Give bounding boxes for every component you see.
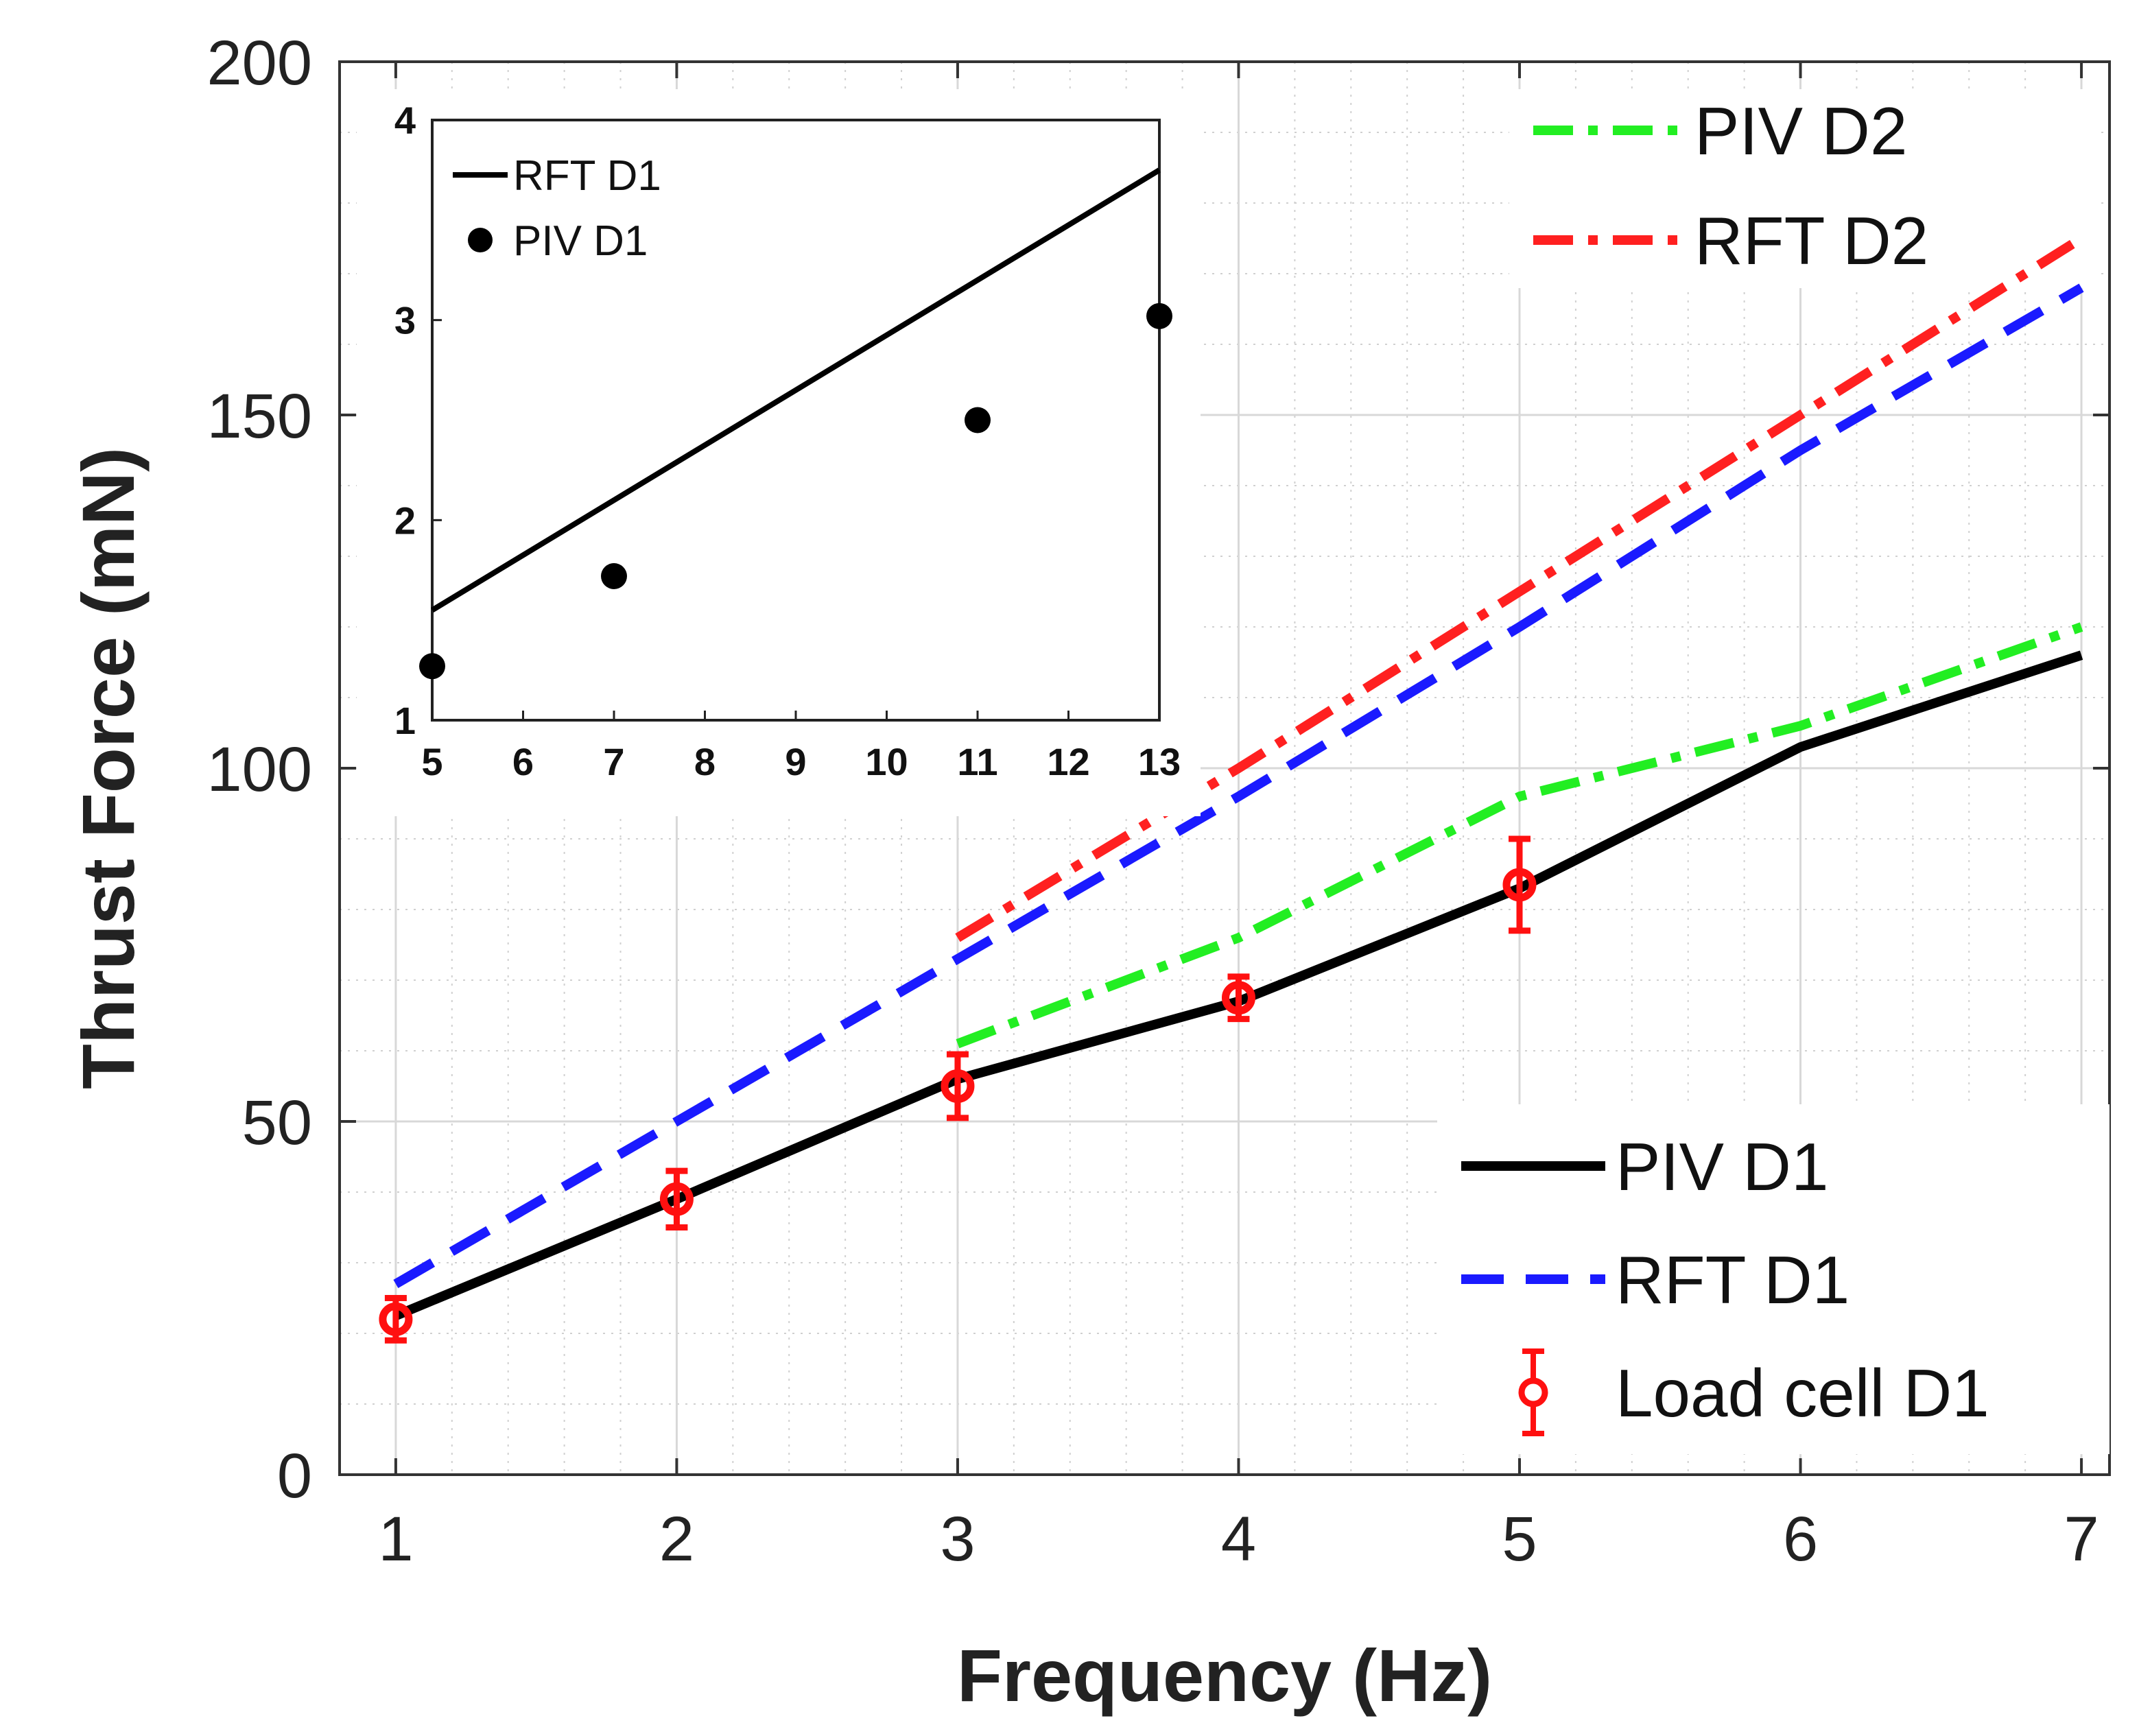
- inset-frame: [431, 119, 1161, 722]
- x-tick-label: 3: [940, 1504, 975, 1574]
- legend-label: PIV D1: [513, 217, 648, 265]
- load-cell-point: [379, 1302, 413, 1336]
- series-load-cell-d1: [379, 835, 1537, 1344]
- inset-data-point: [1146, 302, 1172, 329]
- legend-marker: [1518, 1377, 1548, 1407]
- series-line: [955, 234, 2084, 942]
- inset-data-point: [419, 653, 445, 680]
- inset-x-tick-label: 10: [865, 740, 908, 783]
- inset-x-tick-label: 7: [603, 740, 624, 783]
- legend-label: PIV D2: [1694, 93, 1907, 169]
- series-rft-d2: [955, 234, 2084, 942]
- legend-label: PIV D1: [1616, 1129, 1828, 1204]
- inset-x-tick-label: 8: [694, 740, 716, 783]
- y-tick-label: 100: [207, 735, 313, 805]
- x-axis-title: Frequency (Hz): [957, 1634, 1492, 1717]
- y-tick-label: 200: [207, 28, 313, 98]
- inset-y-tick-label: 2: [394, 499, 416, 542]
- inset-x-tick-label: 6: [512, 740, 534, 783]
- x-tick-label: 5: [1502, 1504, 1537, 1574]
- legend-entry: PIV D1: [1461, 1129, 1828, 1204]
- load-cell-point: [941, 1069, 975, 1103]
- legend-marker: [468, 228, 493, 252]
- x-tick-label: 4: [1221, 1504, 1256, 1574]
- load-cell-point: [1221, 981, 1255, 1015]
- legend-entry: RFT D1: [1461, 1242, 1850, 1318]
- inset-series-rft-d1: [430, 167, 1161, 613]
- legend-label: RFT D1: [513, 152, 661, 200]
- series-piv-d2: [956, 622, 2083, 1049]
- series-line: [393, 283, 2084, 1288]
- inset-y-tick-label: 3: [394, 299, 416, 342]
- y-tick-label: 150: [207, 381, 313, 451]
- series-rft-d1: [393, 283, 2084, 1288]
- inset-y-tick-label: 1: [394, 699, 416, 742]
- y-axis-title: Thrust Force (mN): [67, 447, 150, 1089]
- legend-label: RFT D1: [1616, 1242, 1850, 1318]
- legend-top-right-box: [1509, 89, 2099, 288]
- load-cell-point: [1502, 868, 1537, 902]
- legend-bottom-right: PIV D1 RFT D1 Load cell D1: [1461, 1129, 1989, 1436]
- inset-series-piv-d1: [419, 302, 1172, 680]
- inset-x-tick-label: 9: [785, 740, 806, 783]
- legend-entry: RFT D1: [453, 152, 661, 200]
- legend-entry: Load cell D1: [1518, 1348, 1989, 1436]
- legend-top-right: PIV D2 RFT D2: [1533, 93, 1928, 278]
- legend-entry: RFT D2: [1533, 203, 1928, 278]
- legend-entry: PIV D2: [1533, 93, 1907, 169]
- inset-x-tick-label: 5: [421, 740, 442, 783]
- inset-legend: RFT D1 PIV D1: [453, 152, 661, 265]
- legend-label: RFT D2: [1694, 203, 1928, 278]
- inset-series-line: [430, 167, 1161, 613]
- y-tick-label: 50: [242, 1088, 312, 1158]
- x-tick-label: 7: [2064, 1504, 2099, 1574]
- inset-data-point: [965, 407, 991, 433]
- inset-x-tick-label: 13: [1138, 740, 1181, 783]
- inset-data-point: [601, 563, 627, 589]
- series-line: [956, 622, 2083, 1049]
- inset-y-tick-label: 4: [394, 99, 416, 142]
- legend-label: Load cell D1: [1616, 1355, 1989, 1431]
- legend-entry: PIV D1: [468, 217, 648, 265]
- x-tick-label: 1: [378, 1504, 413, 1574]
- load-cell-point: [659, 1182, 694, 1216]
- inset-x-tick-label: 12: [1047, 740, 1089, 783]
- y-tick-label: 0: [277, 1441, 312, 1511]
- inset-x-tick-label: 11: [957, 740, 997, 783]
- x-tick-label: 2: [659, 1504, 694, 1574]
- x-tick-label: 6: [1783, 1504, 1818, 1574]
